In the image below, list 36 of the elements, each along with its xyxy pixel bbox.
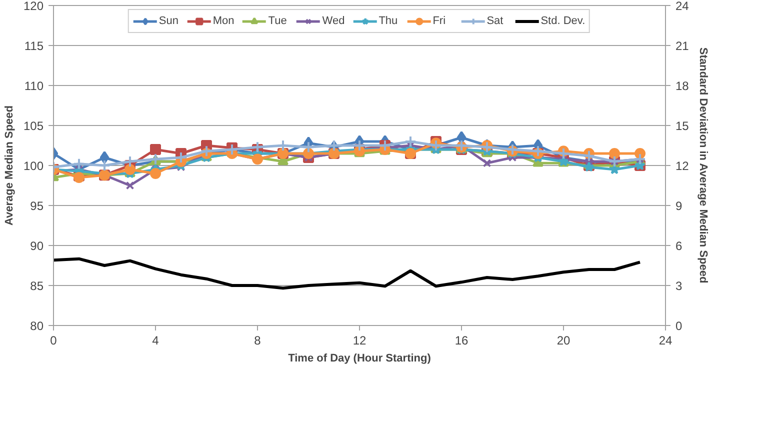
y2-tick-label: 9 <box>676 199 682 213</box>
legend-label: Wed <box>322 15 345 27</box>
x-tick-label: 12 <box>352 334 366 348</box>
y-axis-title: Average Median Speed <box>3 105 16 226</box>
y-tick-label: 110 <box>24 79 44 93</box>
legend-label: Tue <box>268 15 288 27</box>
y2-tick-label: 0 <box>676 319 682 333</box>
legend-label: Fri <box>432 15 447 27</box>
y-tick-label: 115 <box>24 39 44 53</box>
y2-tick-label: 24 <box>676 0 690 13</box>
y-tick-label: 105 <box>23 119 44 133</box>
y2-tick-label: 18 <box>676 79 690 93</box>
y-tick-label: 80 <box>30 319 44 333</box>
y-tick-label: 95 <box>30 199 44 213</box>
legend-label: Sun <box>158 15 179 27</box>
y2-tick-label: 3 <box>676 279 682 293</box>
x-tick-label: 16 <box>454 334 468 348</box>
x-tick-label: 4 <box>152 334 160 348</box>
y-tick-label: 85 <box>30 279 44 293</box>
legend-label: Thu <box>378 15 399 27</box>
x-tick-label: 8 <box>254 334 262 348</box>
y2-tick-label: 21 <box>676 39 690 53</box>
y2-tick-label: 6 <box>676 239 682 253</box>
x-tick-label: 20 <box>556 334 570 348</box>
x-tick-label: 0 <box>50 334 58 348</box>
x-axis-title: Time of Day (Hour Starting) <box>288 352 432 364</box>
x-tick-label: 24 <box>658 334 672 348</box>
y-tick-label: 90 <box>30 239 44 253</box>
y2-tick-label: 15 <box>676 119 690 133</box>
y2-axis-title: Standard Deviation in Average Median Speed <box>696 47 709 284</box>
legend-label: Std. Dev. <box>540 15 586 27</box>
legend-label: Mon <box>212 15 234 27</box>
y-tick-label: 100 <box>23 159 44 173</box>
legend-label: Sat <box>486 15 504 27</box>
y2-tick-label: 12 <box>676 159 690 173</box>
y-tick-label: 120 <box>23 0 44 13</box>
